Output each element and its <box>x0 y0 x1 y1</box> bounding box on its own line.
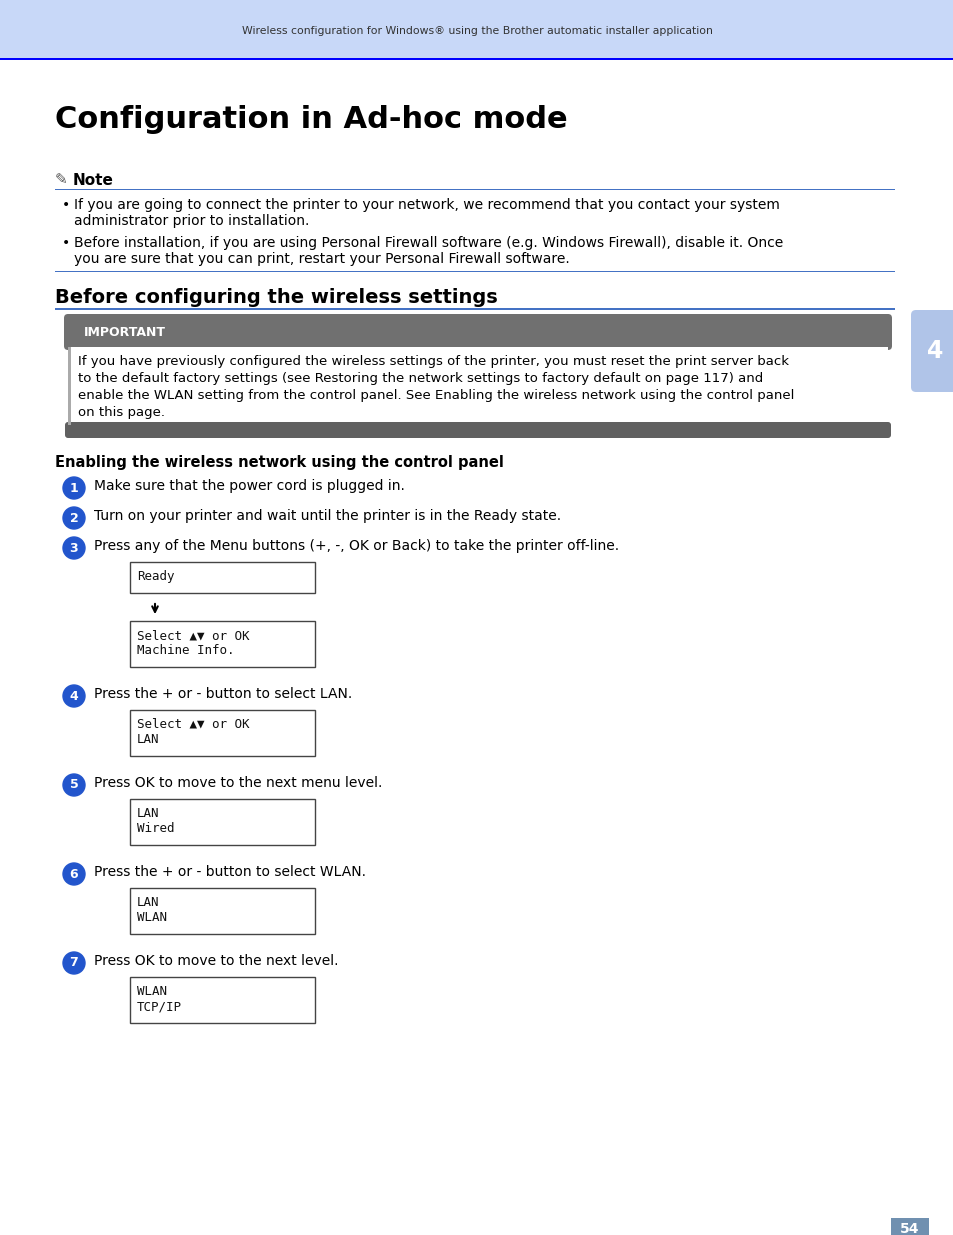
Text: 4: 4 <box>70 689 78 703</box>
Text: Select ▲▼ or OK: Select ▲▼ or OK <box>137 718 250 731</box>
Text: Wireless configuration for Windows® using the Brother automatic installer applic: Wireless configuration for Windows® usin… <box>241 26 712 36</box>
FancyBboxPatch shape <box>64 314 891 350</box>
Text: LAN: LAN <box>137 897 159 909</box>
Circle shape <box>63 508 85 529</box>
Bar <box>55 308 894 310</box>
Text: Enabling the wireless network using the control panel: Enabling the wireless network using the … <box>55 454 503 471</box>
Text: TCP/IP: TCP/IP <box>137 1000 182 1013</box>
Text: IMPORTANT: IMPORTANT <box>84 326 166 340</box>
Text: LAN: LAN <box>137 806 159 820</box>
Text: on this page.: on this page. <box>78 406 165 419</box>
Bar <box>130 710 314 756</box>
Text: LAN: LAN <box>137 734 159 746</box>
Bar <box>130 621 314 667</box>
Bar <box>130 888 314 934</box>
Circle shape <box>63 685 85 706</box>
Text: 7: 7 <box>70 956 78 969</box>
Text: •: • <box>62 236 71 249</box>
Bar <box>68 347 887 425</box>
FancyBboxPatch shape <box>65 422 890 438</box>
Text: you are sure that you can print, restart your Personal Firewall software.: you are sure that you can print, restart… <box>74 252 569 266</box>
Circle shape <box>63 774 85 797</box>
Text: Press OK to move to the next level.: Press OK to move to the next level. <box>94 953 338 968</box>
Text: Press OK to move to the next menu level.: Press OK to move to the next menu level. <box>94 776 382 790</box>
Text: Press any of the Menu buttons (+, -, OK or Back) to take the printer off-line.: Press any of the Menu buttons (+, -, OK … <box>94 538 618 553</box>
Text: administrator prior to installation.: administrator prior to installation. <box>74 214 309 228</box>
Bar <box>130 562 314 593</box>
Bar <box>55 189 894 190</box>
Bar <box>55 270 894 272</box>
Text: Machine Info.: Machine Info. <box>137 643 234 657</box>
Bar <box>68 347 71 425</box>
Text: WLAN: WLAN <box>137 986 167 998</box>
Text: If you are going to connect the printer to your network, we recommend that you c: If you are going to connect the printer … <box>74 198 779 212</box>
Text: Configuration in Ad-hoc mode: Configuration in Ad-hoc mode <box>55 105 567 135</box>
Text: •: • <box>62 198 71 212</box>
Circle shape <box>63 537 85 559</box>
Bar <box>0 0 953 58</box>
Circle shape <box>63 477 85 499</box>
Bar <box>130 977 314 1023</box>
Text: Wired: Wired <box>137 823 174 835</box>
Text: 1: 1 <box>70 482 78 494</box>
Text: If you have previously configured the wireless settings of the printer, you must: If you have previously configured the wi… <box>78 354 788 368</box>
Text: ✎: ✎ <box>55 172 68 186</box>
Text: 2: 2 <box>70 511 78 525</box>
Text: 6: 6 <box>70 867 78 881</box>
Text: Ready: Ready <box>137 571 174 583</box>
FancyBboxPatch shape <box>910 310 953 391</box>
Text: Select ▲▼ or OK: Select ▲▼ or OK <box>137 629 250 642</box>
Text: Make sure that the power cord is plugged in.: Make sure that the power cord is plugged… <box>94 479 404 493</box>
Bar <box>890 1218 928 1235</box>
Circle shape <box>63 863 85 885</box>
Text: enable the WLAN setting from the control panel. See Enabling the wireless networ: enable the WLAN setting from the control… <box>78 389 794 403</box>
Text: Before installation, if you are using Personal Firewall software (e.g. Windows F: Before installation, if you are using Pe… <box>74 236 782 249</box>
Bar <box>0 58 953 61</box>
Text: Press the + or - button to select LAN.: Press the + or - button to select LAN. <box>94 687 352 701</box>
Text: Before configuring the wireless settings: Before configuring the wireless settings <box>55 288 497 308</box>
Text: Turn on your printer and wait until the printer is in the Ready state.: Turn on your printer and wait until the … <box>94 509 560 522</box>
Text: 5: 5 <box>70 778 78 792</box>
Text: Note: Note <box>73 173 113 188</box>
Circle shape <box>63 952 85 974</box>
Text: WLAN: WLAN <box>137 911 167 924</box>
Text: to the default factory settings (see Restoring the network settings to factory d: to the default factory settings (see Res… <box>78 372 762 385</box>
Text: Press the + or - button to select WLAN.: Press the + or - button to select WLAN. <box>94 864 366 879</box>
Text: 54: 54 <box>900 1221 919 1235</box>
Bar <box>130 799 314 845</box>
Text: 3: 3 <box>70 541 78 555</box>
Text: 4: 4 <box>926 338 943 363</box>
